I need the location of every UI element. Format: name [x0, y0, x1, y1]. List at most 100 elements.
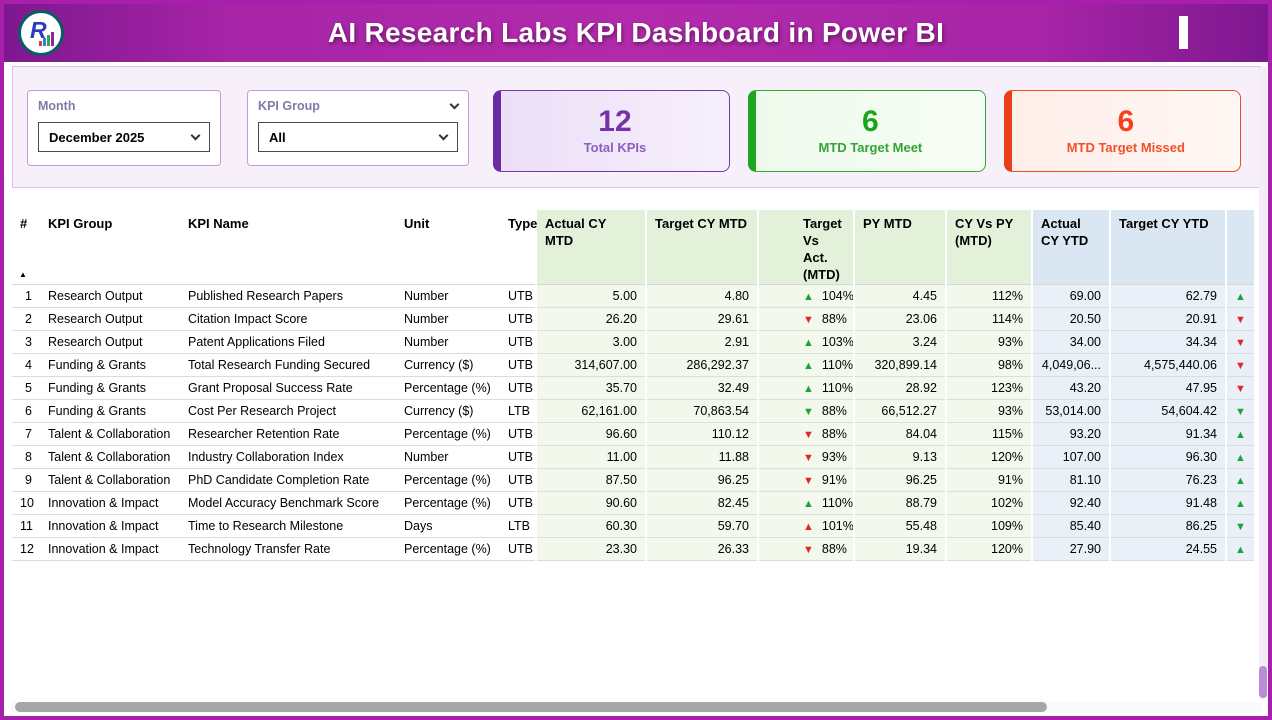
row-number: 5 — [12, 376, 40, 400]
cell-unit: Currency ($) — [396, 353, 500, 377]
col-header-actual-cy-ytd[interactable]: Actual CY YTD — [1031, 210, 1110, 285]
mtd-indicator-icon: ▲ — [803, 359, 814, 372]
cell-actual-cy-mtd: 87.50 — [535, 468, 646, 492]
cell-type: LTB — [500, 399, 536, 423]
col-header-row-number[interactable]: # ▲ — [12, 210, 40, 285]
horizontal-scrollbar[interactable] — [10, 701, 1262, 713]
month-dropdown[interactable]: December 2025 — [38, 122, 211, 152]
col-header-cy-vs-py-mtd[interactable]: CY Vs PY (MTD) — [945, 210, 1032, 285]
row-number: 1 — [12, 284, 40, 308]
cell-ytd-indicator: ▼ — [1225, 307, 1254, 331]
cell-target-cy-ytd: 62.79 — [1109, 284, 1226, 308]
col-header-actual-cy-mtd[interactable]: Actual CY MTD — [535, 210, 646, 285]
cell-actual-cy-ytd: 93.20 — [1031, 422, 1110, 446]
mtd-indicator-icon: ▼ — [803, 428, 814, 441]
cell-unit: Number — [396, 284, 500, 308]
row-number: 3 — [12, 330, 40, 354]
vertical-scrollbar[interactable] — [1259, 66, 1267, 700]
cell-target-cy-ytd: 96.30 — [1109, 445, 1226, 469]
cell-kpi-group: Innovation & Impact — [40, 514, 180, 538]
logo-letter: R — [30, 17, 47, 43]
cell-type: UTB — [500, 284, 536, 308]
cell-ytd-indicator: ▼ — [1225, 399, 1254, 423]
month-slicer: Month December 2025 — [27, 90, 222, 166]
mtd-percentage: 88% — [821, 403, 847, 418]
card-mtd-target-missed: 6 MTD Target Missed — [1003, 90, 1241, 172]
page-title: AI Research Labs KPI Dashboard in Power … — [327, 17, 945, 48]
cell-target-cy-mtd: 59.70 — [645, 514, 758, 538]
mtd-percentage: 88% — [821, 426, 847, 441]
col-header-py-mtd[interactable]: PY MTD — [853, 210, 946, 285]
table-row: 9 Talent & Collaboration PhD Candidate C… — [12, 468, 1254, 492]
table-row: 1 Research Output Published Research Pap… — [12, 284, 1254, 308]
cell-target-vs-act-mtd: ▲ 110% — [757, 376, 854, 400]
mtd-indicator-icon: ▼ — [803, 451, 814, 464]
chevron-down-icon[interactable] — [449, 99, 460, 109]
table-row: 5 Funding & Grants Grant Proposal Succes… — [12, 376, 1254, 400]
month-dropdown-value: December 2025 — [49, 129, 145, 145]
cell-type: UTB — [500, 468, 536, 492]
cell-actual-cy-mtd: 23.30 — [535, 537, 646, 561]
table-row: 11 Innovation & Impact Time to Research … — [12, 514, 1254, 538]
sort-ascending-icon[interactable]: ▲ — [19, 270, 27, 280]
cell-kpi-group: Research Output — [40, 330, 180, 354]
logo: R — [18, 10, 64, 56]
cell-unit: Percentage (%) — [396, 468, 500, 492]
ytd-indicator-icon: ▲ — [1235, 497, 1246, 510]
cell-unit: Number — [396, 330, 500, 354]
ytd-indicator-icon: ▲ — [1235, 543, 1246, 556]
chevron-down-icon — [190, 130, 201, 140]
mtd-percentage: 88% — [821, 541, 847, 556]
cell-target-cy-mtd: 32.49 — [645, 376, 758, 400]
cell-cy-vs-py-mtd: 123% — [945, 376, 1032, 400]
vertical-scrollbar-thumb[interactable] — [1259, 666, 1267, 698]
col-header-type[interactable]: Type — [500, 210, 537, 285]
row-number: 7 — [12, 422, 40, 446]
cell-type: UTB — [500, 307, 536, 331]
cell-actual-cy-ytd: 27.90 — [1031, 537, 1110, 561]
cell-kpi-name: Model Accuracy Benchmark Score — [180, 491, 396, 515]
card-total-kpis-value: 12 — [598, 105, 632, 138]
kpi-group-dropdown[interactable]: All — [258, 122, 458, 152]
cell-actual-cy-mtd: 5.00 — [535, 284, 646, 308]
kpi-group-dropdown-value: All — [269, 129, 286, 145]
mtd-indicator-icon: ▼ — [803, 405, 814, 418]
cell-kpi-name: Technology Transfer Rate — [180, 537, 396, 561]
cell-actual-cy-mtd: 90.60 — [535, 491, 646, 515]
cell-target-vs-act-mtd: ▼ 93% — [757, 445, 854, 469]
cell-cy-vs-py-mtd: 102% — [945, 491, 1032, 515]
cell-target-vs-act-mtd: ▲ 103% — [757, 330, 854, 354]
row-number: 12 — [12, 537, 40, 561]
cell-cy-vs-py-mtd: 109% — [945, 514, 1032, 538]
cell-cy-vs-py-mtd: 93% — [945, 399, 1032, 423]
table-row: 12 Innovation & Impact Technology Transf… — [12, 537, 1254, 561]
cell-actual-cy-mtd: 26.20 — [535, 307, 646, 331]
cell-actual-cy-ytd: 92.40 — [1031, 491, 1110, 515]
ytd-indicator-icon: ▲ — [1235, 451, 1246, 464]
col-header-kpi-name[interactable]: KPI Name — [180, 210, 396, 285]
cell-cy-vs-py-mtd: 120% — [945, 537, 1032, 561]
kpi-table-body: 1 Research Output Published Research Pap… — [12, 284, 1254, 561]
col-header-kpi-group[interactable]: KPI Group — [40, 210, 180, 285]
cell-type: UTB — [500, 353, 536, 377]
chevron-down-icon — [438, 130, 449, 140]
cell-kpi-name: Patent Applications Filed — [180, 330, 396, 354]
cell-unit: Currency ($) — [396, 399, 500, 423]
cell-ytd-indicator: ▼ — [1225, 330, 1254, 354]
cell-cy-vs-py-mtd: 98% — [945, 353, 1032, 377]
horizontal-scrollbar-thumb[interactable] — [15, 702, 1047, 712]
cell-ytd-indicator: ▲ — [1225, 284, 1254, 308]
row-number: 2 — [12, 307, 40, 331]
col-header-target-cy-mtd[interactable]: Target CY MTD — [645, 210, 758, 285]
col-header-ytd-indicator[interactable] — [1225, 210, 1254, 285]
col-header-unit[interactable]: Unit — [396, 210, 500, 285]
cell-cy-vs-py-mtd: 91% — [945, 468, 1032, 492]
cell-actual-cy-ytd: 43.20 — [1031, 376, 1110, 400]
row-number: 6 — [12, 399, 40, 423]
col-header-target-vs-act-mtd[interactable]: Target Vs Act. (MTD) — [757, 210, 854, 285]
cell-cy-vs-py-mtd: 93% — [945, 330, 1032, 354]
card-total-kpis: 12 Total KPIs — [492, 90, 731, 172]
cell-kpi-name: Time to Research Milestone — [180, 514, 396, 538]
col-header-target-cy-ytd[interactable]: Target CY YTD — [1109, 210, 1226, 285]
